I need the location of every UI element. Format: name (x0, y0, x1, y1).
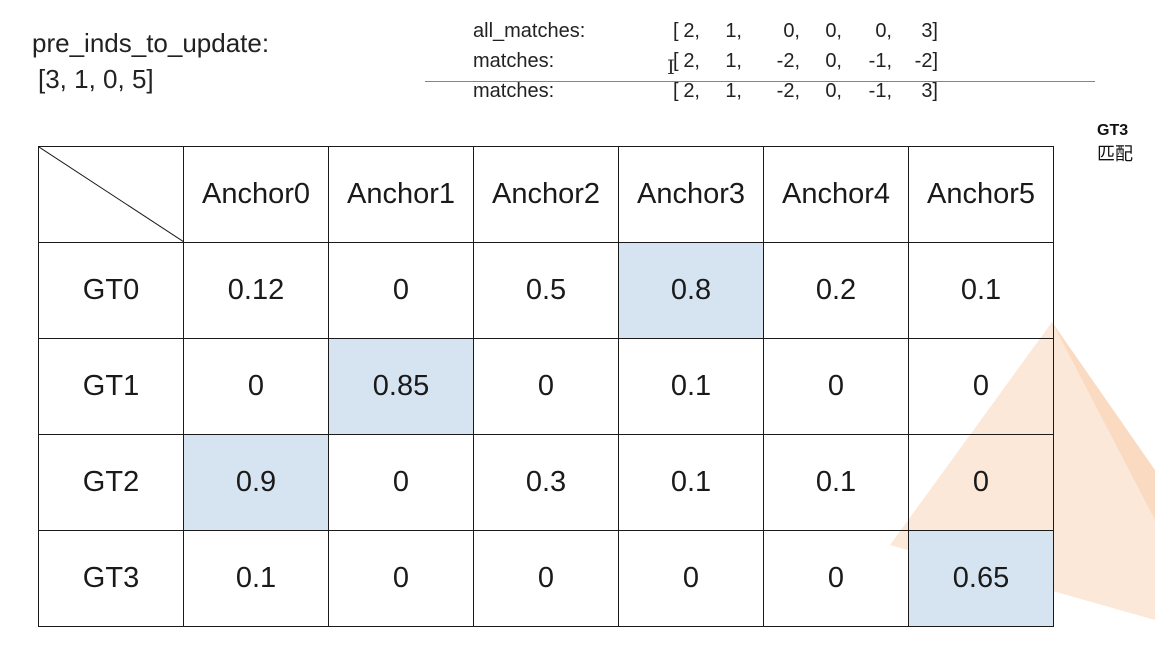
table-cell: 0.1 (183, 530, 329, 627)
table-cell: 0.1 (618, 338, 764, 435)
side-note: GT3 匹配 (1097, 122, 1133, 166)
matches-row-label: all_matches: (473, 20, 586, 42)
table-cell: 0 (473, 530, 619, 627)
table-cell: 0 (618, 530, 764, 627)
iou-matrix-table: Anchor0 Anchor1 Anchor2 Anchor3 Anchor4 Ancho… (38, 146, 1054, 627)
matches-value: 0, (825, 20, 842, 42)
table-row: GT2 0.9 0 0.3 0.1 0.1 0 (38, 434, 1054, 531)
matches-value: -2, (776, 50, 800, 72)
pre-inds-value: [3, 1, 0, 5] (38, 64, 154, 94)
table-row: GT1 0 0.85 0 0.1 0 0 (38, 338, 1054, 435)
table-header-row: Anchor0 Anchor1 Anchor2 Anchor3 Anchor4 Ancho… (38, 146, 1054, 243)
table-cell: 0 (473, 338, 619, 435)
matched-cell: 0.85 (328, 338, 474, 435)
table-cell: 0 (328, 434, 474, 531)
matches-value: 1, (725, 50, 742, 72)
matched-cell: 0.9 (183, 434, 329, 531)
matches-value: 0, (783, 20, 800, 42)
row-header: GT3 (38, 530, 184, 627)
matches-value: 1, (725, 20, 742, 42)
matches-value: 2, (683, 50, 700, 72)
open-bracket: [ (673, 20, 679, 42)
matches-value: 1, (725, 80, 742, 102)
table-cell: 0.3 (473, 434, 619, 531)
matches-row-label: matches: (473, 50, 555, 72)
row-header: GT2 (38, 434, 184, 531)
table-cell: 0 (328, 242, 474, 339)
open-bracket: [ (673, 50, 679, 72)
column-header: Anchor4 (763, 146, 909, 243)
matches-value: 2, (683, 80, 700, 102)
matches-value: -1, (868, 50, 892, 72)
table-cell: 0.2 (763, 242, 909, 339)
table-row: GT3 0.1 0 0 0 0 0.65 (38, 530, 1054, 627)
open-bracket: [ (673, 80, 679, 102)
matched-cell: 0.65 (908, 530, 1054, 627)
table-cell: 0 (183, 338, 329, 435)
matches-value: -2] (914, 50, 938, 72)
side-note-title: GT3 (1097, 122, 1129, 139)
table-cell: 0.1 (618, 434, 764, 531)
table-cell: 0 (328, 530, 474, 627)
table-cell: 0 (908, 338, 1054, 435)
matches-value: -2, (776, 80, 800, 102)
column-header: Anchor0 (183, 146, 329, 243)
table-cell: 0 (908, 434, 1054, 531)
column-header: Anchor1 (328, 146, 474, 243)
column-header: Anchor2 (473, 146, 619, 243)
diagonal-line-icon (39, 147, 184, 242)
matches-value: 0, (825, 50, 842, 72)
table-cell: 0.12 (183, 242, 329, 339)
row-header: GT0 (38, 242, 184, 339)
column-header: Anchor5 (908, 146, 1054, 243)
table-row: GT0 0.12 0 0.5 0.8 0.2 0.1 (38, 242, 1054, 339)
row-header: GT1 (38, 338, 184, 435)
table-cell: 0.1 (908, 242, 1054, 339)
pre-inds-title: pre_inds_to_update: (32, 28, 270, 58)
corner-cell (38, 146, 184, 243)
matches-value: -1, (868, 80, 892, 102)
matches-value: 2, (683, 20, 700, 42)
matches-value: 0, (875, 20, 892, 42)
matches-row-label: matches: (473, 80, 555, 102)
text-cursor-icon: I (667, 55, 675, 79)
table-cell: 0.5 (473, 242, 619, 339)
table-cell: 0.1 (763, 434, 909, 531)
table-cell: 0 (763, 338, 909, 435)
column-header: Anchor3 (618, 146, 764, 243)
side-note-text: 匹配 (1097, 144, 1133, 165)
matches-value: 0, (825, 80, 842, 102)
divider-line (425, 81, 1095, 82)
matches-value: 3] (921, 20, 938, 42)
matched-cell: 0.8 (618, 242, 764, 339)
matches-value: 3] (921, 80, 938, 102)
table-cell: 0 (763, 530, 909, 627)
